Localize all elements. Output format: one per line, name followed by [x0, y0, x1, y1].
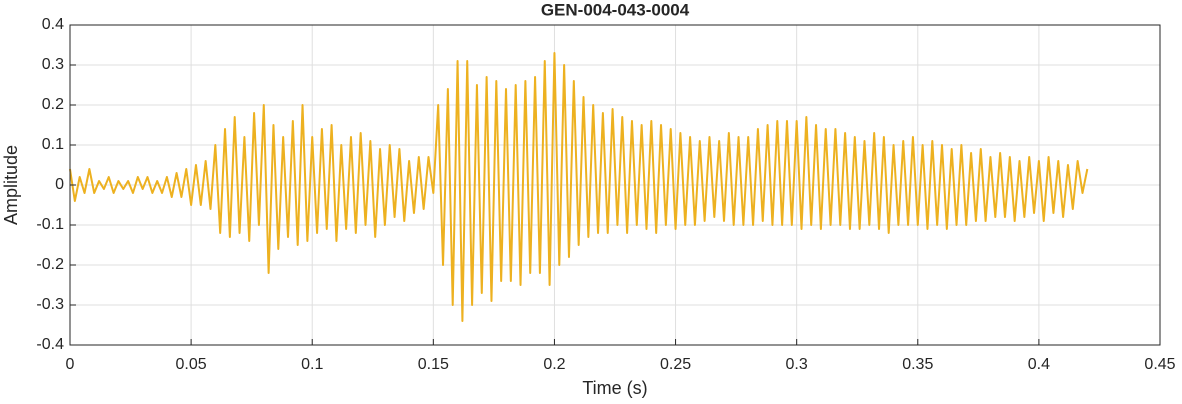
- y-tick-label: 0.1: [42, 136, 64, 153]
- x-tick-label: 0.35: [902, 356, 933, 373]
- waveform-line: [69, 52, 1089, 322]
- x-axis-label: Time (s): [582, 378, 647, 398]
- x-tick-label: 0.05: [176, 356, 207, 373]
- ticks: -0.4 -0.3 -0.2 -0.1 0 0.1 0.2 0.3 0.4 0 0.05 0.1 0.1…: [36, 16, 1175, 373]
- x-tick-label: 0: [66, 356, 75, 373]
- x-tick-label: 0.2: [543, 356, 565, 373]
- x-tick-label: 0.3: [786, 356, 808, 373]
- y-tick-label: -0.1: [36, 216, 64, 233]
- y-tick-label: -0.3: [36, 296, 64, 313]
- y-tick-label: 0: [55, 176, 64, 193]
- x-tick-label: 0.4: [1028, 356, 1050, 373]
- x-tick-label: 0.1: [301, 356, 323, 373]
- y-tick-label: -0.4: [36, 336, 64, 353]
- chart-title: GEN-004-043-0004: [541, 0, 690, 19]
- y-tick-label: 0.4: [42, 16, 64, 33]
- y-axis-label: Amplitude: [1, 145, 21, 225]
- x-tick-label: 0.25: [660, 356, 691, 373]
- y-tick-label: 0.2: [42, 96, 64, 113]
- x-tick-label: 0.45: [1144, 356, 1175, 373]
- y-tick-label: -0.2: [36, 256, 64, 273]
- lines: [69, 52, 1089, 322]
- y-tick-label: 0.3: [42, 56, 64, 73]
- x-tick-label: 0.15: [418, 356, 449, 373]
